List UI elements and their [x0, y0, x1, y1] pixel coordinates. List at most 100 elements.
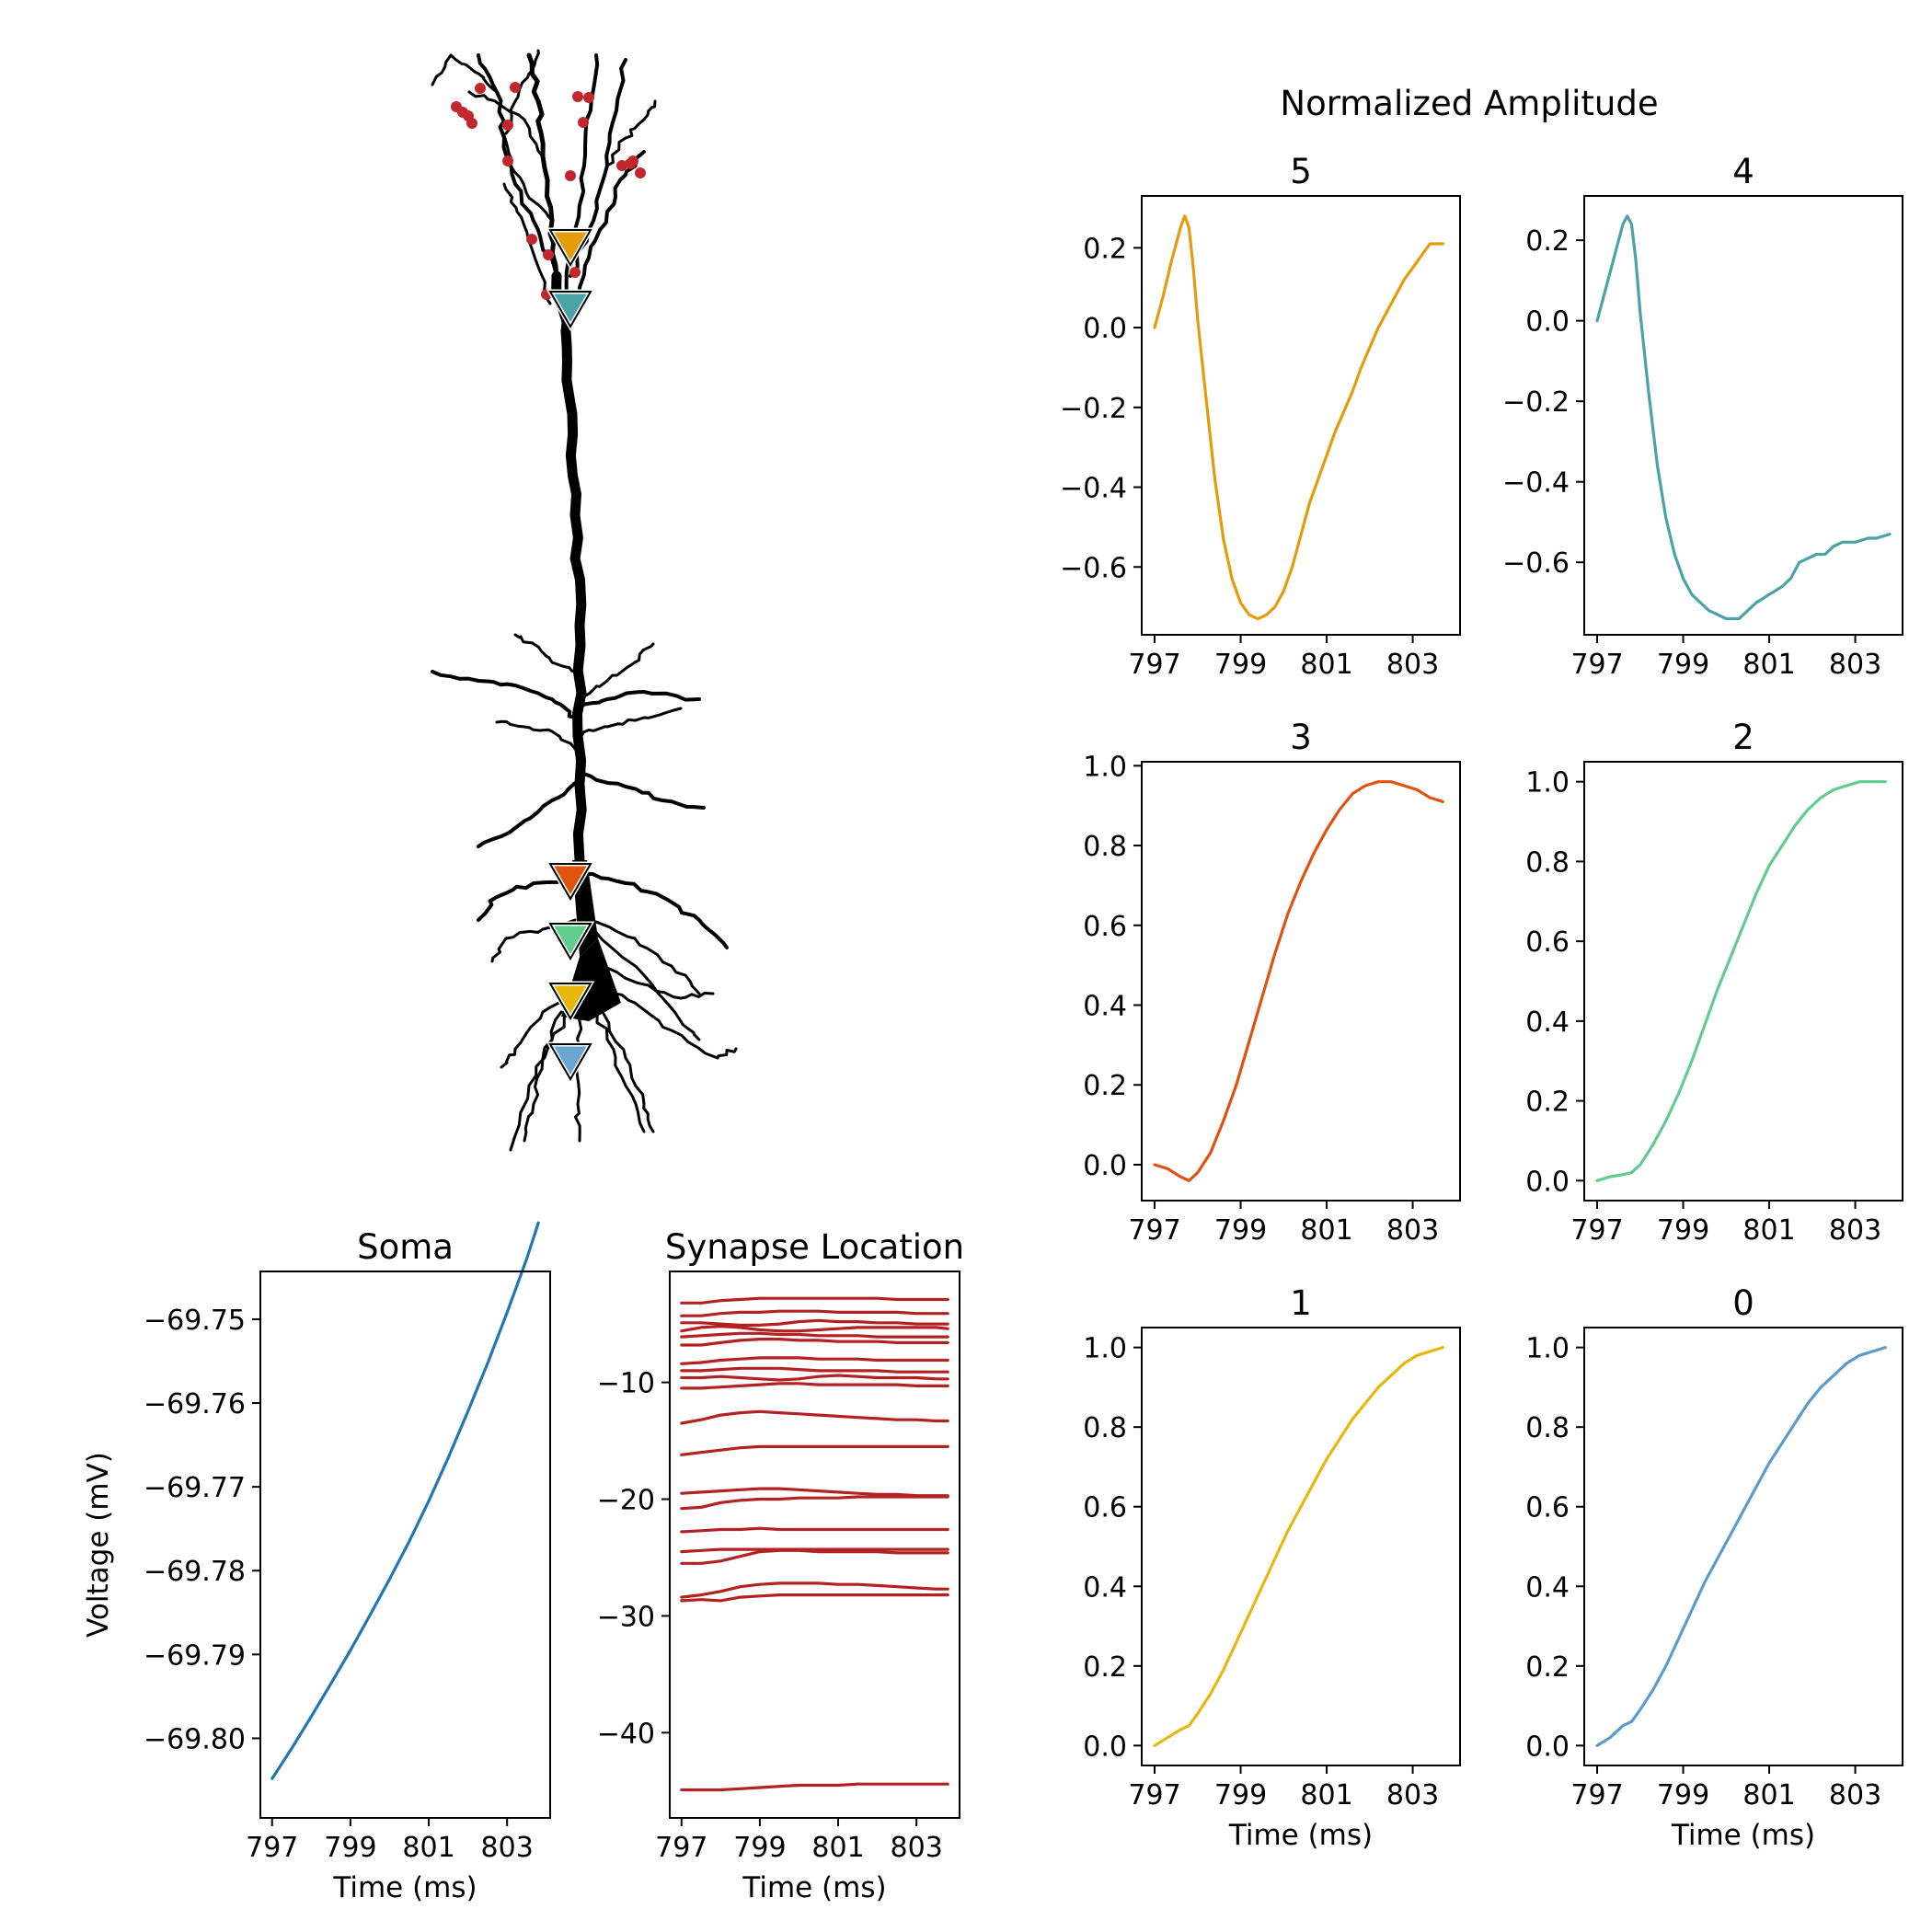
series-line	[1153, 214, 1444, 621]
y-tick-label: 0.4	[1525, 1571, 1570, 1604]
y-tick-label: 0.6	[1083, 1492, 1127, 1524]
x-tick-label: 803	[1386, 1779, 1439, 1811]
y-tick-label: −0.4	[1060, 473, 1127, 505]
y-tick-label: −69.77	[144, 1472, 246, 1504]
panel-title: 1	[1290, 1283, 1312, 1323]
synapse-dot	[475, 83, 486, 94]
synapse-trace-7	[680, 1366, 949, 1374]
x-tick-label: 797	[1128, 1214, 1180, 1247]
synapse-dot	[569, 267, 581, 278]
series-line	[1595, 214, 1892, 621]
y-tick-label: −69.75	[144, 1305, 246, 1337]
synapse-dot	[510, 82, 521, 93]
recording-site-marker-outline	[548, 1043, 592, 1081]
synapse-trace-16	[680, 1548, 949, 1565]
synapse-trace-19	[680, 1782, 949, 1792]
synapse-trace-2	[680, 1318, 949, 1328]
dendrite-branch	[587, 992, 646, 1133]
dendrite-branch	[477, 780, 581, 848]
dendrite-branch	[573, 1001, 583, 1143]
plot-frame	[259, 1271, 551, 1819]
synapse-trace-15	[680, 1547, 949, 1554]
x-tick-label: 797	[1128, 649, 1180, 681]
x-tick-label: 797	[1570, 1779, 1623, 1811]
dendrite-branch	[580, 771, 706, 810]
y-tick-label: 0.0	[1083, 1731, 1127, 1763]
y-tick-label: −30	[597, 1601, 655, 1633]
y-tick-label: −0.6	[1060, 552, 1127, 584]
recording-site-marker-outline	[548, 863, 592, 901]
plot-frame	[1583, 761, 1903, 1202]
dendrite-branch	[592, 927, 701, 1041]
synapse-dot	[502, 155, 513, 167]
series-line	[270, 1221, 540, 1780]
y-axis-label: Voltage (mV)	[82, 1452, 115, 1638]
synapse-trace-1	[680, 1309, 949, 1317]
plot-frame	[1141, 195, 1461, 636]
synapse-dot	[466, 118, 477, 129]
y-tick-label: −10	[597, 1368, 655, 1400]
synapse-dot	[625, 158, 636, 169]
recording-site-marker-4	[546, 289, 595, 331]
y-tick-label: −0.2	[1060, 393, 1127, 425]
y-tick-label: 1.0	[1525, 767, 1570, 799]
y-tick-label: 0.6	[1525, 926, 1570, 959]
y-tick-label: −0.6	[1502, 547, 1570, 580]
dendrite-branch	[601, 1010, 655, 1133]
recording-site-marker-outline	[548, 923, 592, 960]
panel-title: Synapse Location	[665, 1227, 964, 1267]
panel-title: 4	[1732, 152, 1754, 191]
y-tick-label: −0.2	[1502, 386, 1570, 419]
y-tick-label: −69.79	[144, 1639, 246, 1672]
panel-p1: 1 797 799 801 803 0.0 0.2 0.4 0.6 0.8 1.0 Time (ms)	[1083, 1283, 1461, 1852]
recording-site-marker-outline	[548, 229, 592, 267]
synapse-dot	[543, 249, 554, 260]
x-tick-label: 797	[1570, 649, 1623, 681]
plot-frame	[1141, 761, 1461, 1202]
figure-suptitle: Normalized Amplitude	[1280, 84, 1658, 123]
synapse-dot	[616, 160, 627, 171]
plot-frame	[669, 1271, 960, 1819]
y-tick-label: −20	[597, 1485, 655, 1517]
x-tick-label: 799	[1214, 649, 1267, 681]
synapse-trace-6	[680, 1356, 949, 1365]
y-tick-label: 0.2	[1525, 225, 1570, 258]
dendrite-branch	[500, 127, 554, 223]
x-tick-label: 797	[1128, 1779, 1180, 1811]
pyramidal-neuron	[431, 49, 738, 1152]
dendrite-branch	[580, 707, 683, 738]
dendrite-branch	[523, 1010, 563, 1143]
x-tick-label: 799	[324, 1832, 376, 1864]
synapse-trace-17	[680, 1581, 949, 1599]
y-tick-label: 1.0	[1083, 751, 1127, 783]
panel-p0: 0 797 799 801 803 0.0 0.2 0.4 0.6 0.8 1.0 Time (ms)	[1525, 1283, 1903, 1852]
synapse-trace-12	[680, 1487, 949, 1498]
y-tick-label: 0.4	[1083, 1571, 1127, 1604]
y-tick-label: 0.0	[1083, 1150, 1127, 1182]
synapse-trace-10	[680, 1409, 949, 1425]
synapse-trace-5	[680, 1337, 949, 1347]
synapse-trace-9	[680, 1382, 949, 1390]
dendrite-branch	[509, 1001, 577, 1152]
x-tick-label: 801	[1742, 1214, 1795, 1247]
y-tick-label: 0.4	[1525, 1006, 1570, 1039]
x-tick-label: 801	[1742, 649, 1795, 681]
synapse-trace-4	[680, 1331, 949, 1339]
y-tick-label: 0.0	[1083, 313, 1127, 345]
series-line	[1595, 1345, 1887, 1748]
synapse-dot	[457, 107, 468, 118]
synapse-trace-0	[680, 1296, 949, 1305]
y-tick-label: −69.80	[144, 1723, 246, 1755]
x-tick-label: 799	[1657, 1779, 1709, 1811]
y-tick-label: 1.0	[1083, 1333, 1127, 1365]
x-axis-label: Time (ms)	[1671, 1819, 1815, 1852]
x-tick-label: 801	[1300, 649, 1352, 681]
x-tick-label: 803	[1829, 1214, 1881, 1247]
y-tick-label: 0.2	[1525, 1651, 1570, 1684]
dendrite-branch	[596, 964, 715, 1000]
x-tick-label: 803	[1386, 1214, 1439, 1247]
panel-syn: Synapse Location 797 799 801 803 −10 −20 −30 −40…	[597, 1227, 964, 1904]
panel-title: 5	[1290, 152, 1312, 191]
y-tick-label: 0.2	[1083, 1070, 1127, 1102]
panel-title: 2	[1732, 718, 1754, 757]
